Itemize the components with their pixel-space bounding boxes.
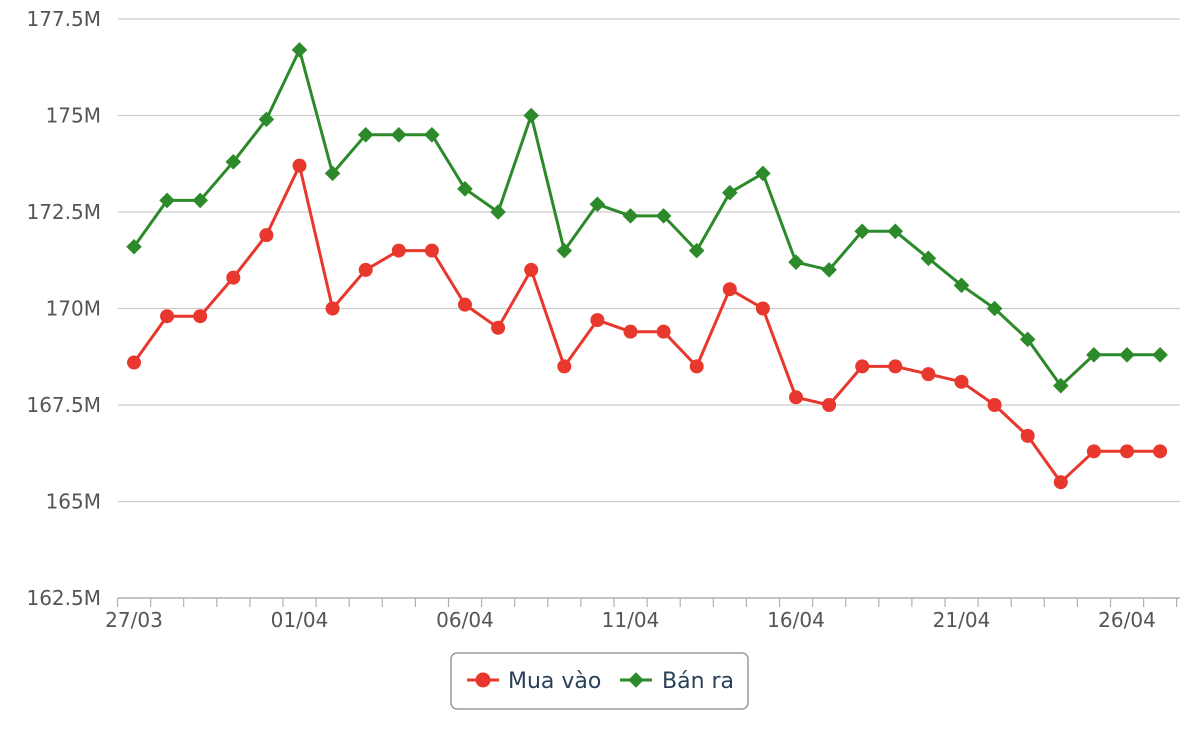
- series-line-buy: [132, 164, 1161, 484]
- y-tick-label: 162.5M: [26, 586, 101, 610]
- data-point-buy: [855, 359, 870, 374]
- data-point-buy: [822, 398, 837, 412]
- legend-sell-marker: [628, 672, 644, 688]
- data-point-sell: [192, 192, 208, 209]
- data-point-sell: [424, 127, 440, 143]
- data-point-sell: [490, 204, 506, 220]
- data-point-buy: [358, 262, 373, 277]
- data-point-buy: [623, 324, 638, 339]
- x-tick-label: 26/04: [1098, 608, 1156, 632]
- x-tick-label: 01/04: [271, 608, 329, 632]
- data-point-sell: [1152, 347, 1168, 363]
- data-point-buy: [755, 301, 770, 316]
- data-point-buy: [292, 158, 307, 173]
- data-point-buy: [391, 243, 406, 258]
- data-point-buy: [954, 374, 969, 389]
- data-point-sell: [755, 165, 771, 182]
- data-point-buy: [789, 390, 803, 405]
- data-point-sell: [457, 181, 473, 197]
- y-axis: 162.5M 165M 167.5M 170M 172.5M 175M 177.5M: [26, 7, 101, 610]
- gridlines: [118, 18, 1180, 599]
- data-point-sell: [655, 208, 672, 224]
- data-point-buy: [259, 228, 274, 243]
- data-point-buy: [325, 301, 340, 316]
- legend-box: [450, 652, 749, 710]
- y-tick-label: 167.5M: [26, 393, 101, 417]
- x-tick-label: 27/03: [105, 608, 163, 632]
- data-point-buy: [1086, 444, 1101, 459]
- data-point-sell: [622, 208, 639, 224]
- legend: Mua vào Bán ra: [450, 652, 749, 710]
- y-tick-label: 165M: [46, 490, 101, 514]
- x-tick-label: 16/04: [767, 608, 825, 632]
- data-point-buy: [722, 282, 737, 297]
- y-tick-label: 177.5M: [26, 7, 101, 31]
- data-point-buy: [888, 359, 903, 374]
- data-point-sell: [722, 184, 738, 201]
- data-point-buy: [689, 359, 704, 374]
- data-point-sell: [556, 242, 573, 259]
- data-point-buy: [458, 297, 472, 312]
- data-point-sell: [523, 107, 539, 124]
- legend-item-sell[interactable]: Bán ra: [620, 669, 734, 694]
- data-point-buy: [193, 309, 208, 324]
- data-point-sell: [854, 223, 870, 240]
- legend-sell-label: Bán ra: [662, 669, 734, 694]
- data-point-sell: [688, 242, 705, 259]
- legend-item-buy[interactable]: Mua vào: [467, 669, 601, 694]
- data-point-sell: [291, 42, 308, 58]
- data-point-buy: [921, 367, 936, 382]
- data-point-buy: [590, 313, 605, 328]
- data-point-sell: [788, 254, 804, 270]
- data-point-buy: [1153, 444, 1168, 459]
- y-tick-label: 172.5M: [26, 200, 101, 224]
- x-tick-label: 06/04: [436, 608, 494, 632]
- data-point-buy: [491, 320, 506, 335]
- data-point-buy: [557, 359, 572, 374]
- y-tick-label: 170M: [46, 297, 101, 321]
- data-point-buy: [987, 398, 1002, 412]
- data-point-sell: [887, 223, 904, 240]
- x-tick-label: 21/04: [933, 608, 991, 632]
- data-point-sell: [225, 154, 242, 170]
- data-point-sell: [126, 238, 142, 255]
- data-point-buy: [524, 262, 539, 277]
- data-point-buy: [656, 324, 671, 339]
- data-point-sell: [589, 196, 606, 213]
- data-point-buy: [160, 309, 175, 324]
- data-point-sell: [324, 165, 341, 182]
- x-axis: 27/03 01/04 06/04 11/04 16/04 21/04 26/04: [105, 598, 1178, 632]
- data-point-buy: [1120, 444, 1134, 459]
- data-point-sell: [1119, 347, 1135, 363]
- legend-buy-marker: [475, 672, 491, 688]
- data-point-buy: [1053, 475, 1068, 490]
- data-point-sell: [1086, 347, 1102, 363]
- y-tick-label: 175M: [46, 104, 101, 128]
- data-point-buy: [127, 355, 141, 370]
- data-point-sell: [391, 127, 407, 143]
- series-line-sell: [132, 48, 1161, 388]
- data-point-buy: [424, 243, 439, 258]
- x-tick-label: 11/04: [602, 608, 660, 632]
- data-point-sell: [159, 192, 175, 209]
- data-point-buy: [226, 270, 241, 285]
- data-point-buy: [1020, 428, 1035, 443]
- data-point-sell: [1053, 377, 1069, 394]
- data-point-sell: [357, 127, 374, 143]
- series-layer: [126, 42, 1168, 490]
- legend-buy-label: Mua vào: [508, 669, 601, 694]
